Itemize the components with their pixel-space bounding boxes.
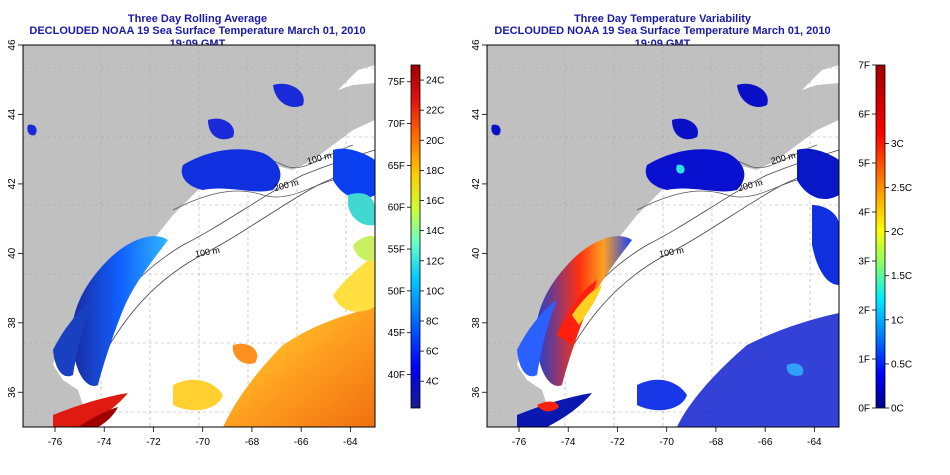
right-colorbar-c-label: 1C [891,315,904,326]
left-map [22,44,376,428]
right-colorbar [875,64,886,409]
left-lat-tick-label: 46 [7,39,18,51]
left-colorbar-c-label: 6C [426,347,439,358]
right-lat-tick-label: 42 [471,178,482,190]
left-colorbar-c-label: 10C [426,286,444,297]
left-colorbar-f-label: 75F [388,77,405,88]
right-colorbar-f-label: 6F [858,110,870,121]
right-colorbar-f-label: 3F [858,257,870,268]
left-lat-tick-label: 36 [7,386,18,398]
right-colorbar-c-label: 1.5C [891,271,912,282]
left-colorbar-f-label: 60F [388,203,405,214]
right-lon-tick-label: -74 [561,437,576,448]
right-colorbar-c-label: 2.5C [891,183,912,194]
right-colorbar-c-label: 2C [891,227,904,238]
right-lat-tick-label: 44 [471,108,482,120]
left-colorbar-c-label: 20C [426,136,444,147]
contour-label: 100 m [194,245,220,259]
left-map-frame [22,44,376,428]
left-lon-ticks: -76 -74 -72 -70 -68 -66 -64 [48,427,358,448]
left-lat-tick-label: 44 [7,108,18,120]
right-colorbar-f-label: 2F [858,306,870,317]
right-colorbar-c-label: 0.5C [891,359,912,370]
contour-label: 100 m [658,245,684,259]
right-lon-tick-label: -64 [807,437,822,448]
right-colorbar-c-labels: 0C 0.5C 1C 1.5C 2C 2.5C 3C [885,139,912,415]
right-colorbar-f-labels: 0F 1F 2F 3F 4F 5F 6F 7F [858,61,876,415]
right-lat-ticks: 36 38 40 42 44 46 [471,39,487,398]
left-lat-ticks: 36 38 40 42 44 46 [7,39,23,398]
right-colorbar-f-label: 0F [858,404,870,415]
left-colorbar-c-label: 8C [426,316,439,327]
left-lon-tick-label: -66 [294,437,309,448]
left-colorbar-f-label: 50F [388,286,405,297]
left-colorbar-c-label: 24C [426,76,444,87]
right-map [486,44,840,428]
left-colorbar-c-label: 18C [426,166,444,177]
left-colorbar-f-label: 70F [388,119,405,130]
right-colorbar-c-label: 0C [891,404,904,415]
left-lat-tick-label: 40 [7,247,18,259]
left-lon-tick-label: -64 [343,437,358,448]
left-lon-tick-label: -76 [48,437,63,448]
left-colorbar-f-label: 55F [388,245,405,256]
right-lat-tick-label: 36 [471,386,482,398]
right-lon-tick-label: -68 [709,437,724,448]
left-colorbar-c-label: 14C [426,226,444,237]
left-colorbar-f-label: 65F [388,161,405,172]
right-title: Three Day Temperature Variability [573,13,752,25]
right-colorbar-f-label: 4F [858,208,870,219]
right-colorbar-f-label: 1F [858,355,870,366]
left-colorbar-c-label: 16C [426,196,444,207]
left-colorbar-f-label: 45F [388,328,405,339]
right-colorbar-c-label: 3C [891,139,904,150]
right-map-frame [486,44,840,428]
left-title: Three Day Rolling Average [127,13,268,25]
left-colorbar-c-label: 4C [426,377,439,388]
right-colorbar-f-label: 5F [858,159,870,170]
right-colorbar-f-label: 7F [858,61,870,72]
left-colorbar-c-labels: 4C 6C 8C 10C 12C 14C 16C 18C 20C 22C 24C [420,76,444,388]
right-lon-tick-label: -76 [512,437,527,448]
left-lat-tick-label: 42 [7,178,18,190]
left-lon-tick-label: -72 [146,437,161,448]
left-colorbar-f-labels: 40F 45F 50F 55F 60F 65F 70F 75F [388,77,411,381]
right-lon-tick-label: -70 [659,437,674,448]
right-lon-ticks: -76 -74 -72 -70 -68 -66 -64 [512,427,822,448]
left-colorbar-c-label: 22C [426,106,444,117]
right-lat-tick-label: 40 [471,247,482,259]
right-lat-tick-label: 46 [471,39,482,51]
right-lat-tick-label: 38 [471,317,482,329]
left-colorbar-f-label: 40F [388,370,405,381]
left-lon-tick-label: -70 [195,437,210,448]
right-lon-tick-label: -66 [758,437,773,448]
left-lat-tick-label: 38 [7,317,18,329]
left-lon-tick-label: -68 [245,437,260,448]
left-colorbar [410,64,421,409]
right-lon-tick-label: -72 [610,437,625,448]
left-lon-tick-label: -74 [97,437,112,448]
left-colorbar-c-label: 12C [426,256,444,267]
